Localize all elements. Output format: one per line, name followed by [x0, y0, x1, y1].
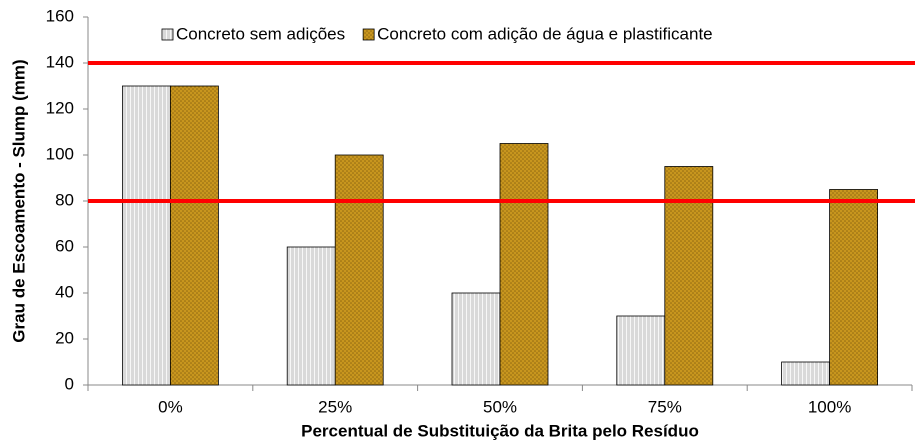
bar	[616, 315, 666, 386]
y-axis-title: Grau de Escoamento - Slump (mm)	[9, 59, 28, 342]
bar	[169, 85, 219, 386]
legend-swatch	[362, 28, 375, 41]
bar	[499, 143, 549, 386]
x-tick-label: 50%	[483, 397, 517, 416]
x-tick-label: 75%	[648, 397, 682, 416]
x-tick-label: 25%	[318, 397, 352, 416]
bar	[829, 189, 878, 386]
bar	[286, 246, 336, 386]
x-tick-label: 100%	[808, 397, 851, 416]
y-tick-label: 80	[55, 190, 74, 209]
y-tick-label: 160	[46, 6, 74, 25]
legend-swatch	[161, 28, 174, 41]
y-tick-label: 60	[55, 236, 74, 255]
x-axis-title: Percentual de Substituição da Brita pelo…	[301, 421, 699, 440]
bar	[781, 361, 830, 386]
y-tick-label: 100	[46, 144, 74, 163]
bar	[334, 154, 384, 386]
y-tick-label: 0	[65, 374, 74, 393]
y-tick-label: 140	[46, 52, 74, 71]
bar	[451, 292, 501, 386]
y-tick-label: 120	[46, 98, 74, 117]
x-tick-label: 0%	[158, 397, 183, 416]
y-tick-label: 40	[55, 282, 74, 301]
y-tick-label: 20	[55, 328, 74, 347]
legend-label: Concreto com adição de água e plastifica…	[377, 24, 712, 43]
bar	[122, 85, 171, 386]
legend-label: Concreto sem adições	[176, 24, 345, 43]
